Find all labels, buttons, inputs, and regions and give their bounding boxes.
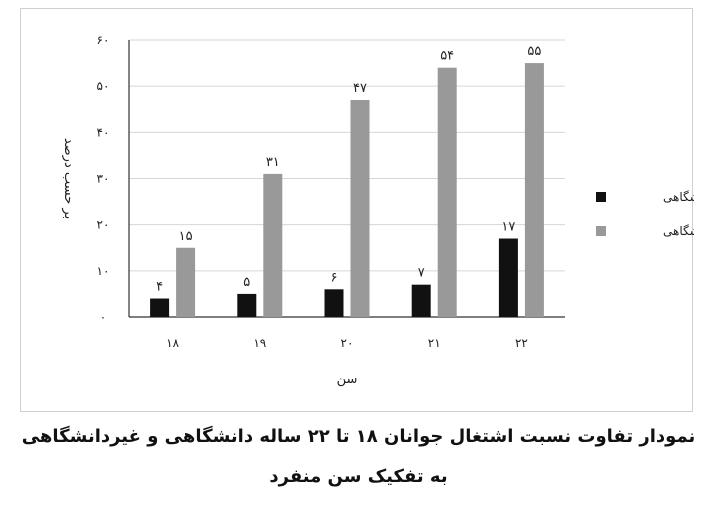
data-label: ۳۱ (266, 155, 280, 170)
x-tick-label: ۲۱ (428, 336, 441, 350)
bar (411, 284, 431, 317)
chart-frame: ۰ ۱۰ ۲۰ ۳۰ ۴۰ ۵۰ ۶۰ ۴ ۱۵ ۱۸ ۵ ۳۱ ۱۹ ۶ ۴۷ ۲۰ ۷ ۵۴ ۲۱ ۱۷ ۵۵ ۲۲ س… (20, 8, 694, 412)
bar (437, 67, 457, 317)
data-label: ۶ (331, 270, 338, 285)
y-tick-label: ۳۰ (97, 172, 110, 186)
data-label: ۵ (243, 275, 250, 290)
bar (150, 298, 170, 317)
bar (324, 289, 344, 317)
data-label: ۱۷ (501, 220, 515, 235)
y-tick-label: ۵۰ (97, 79, 110, 93)
y-tick-label: ۴۰ (97, 125, 110, 139)
y-tick-label: ۰ (100, 310, 106, 324)
legend-swatch (596, 226, 606, 236)
data-label: ۴ (156, 280, 163, 295)
data-label: ۱۵ (179, 229, 193, 244)
bar (524, 63, 544, 318)
x-axis-title: سن (337, 372, 358, 387)
x-tick-label: ۲۲ (515, 336, 528, 350)
bar-chart: ۰ ۱۰ ۲۰ ۳۰ ۴۰ ۵۰ ۶۰ ۴ ۱۵ ۱۸ ۵ ۳۱ ۱۹ ۶ ۴۷ ۲۰ ۷ ۵۴ ۲۱ ۱۷ ۵۵ ۲۲ س… (61, 33, 694, 387)
bar (263, 173, 283, 317)
data-label: ۷ (418, 266, 425, 281)
chart-caption-line-1: نمودار تفاوت نسبت اشتغال جوانان ۱۸ تا ۲۲… (21, 426, 696, 447)
legend-label: دانشگاهی (663, 190, 694, 204)
bar (498, 238, 518, 317)
x-tick-label: ۲۰ (341, 336, 354, 350)
bar (237, 293, 257, 317)
bar (350, 100, 370, 318)
data-label: ۴۷ (353, 81, 367, 96)
bar (176, 247, 196, 317)
y-tick-label: ۲۰ (97, 218, 110, 232)
data-label: ۵۴ (440, 49, 454, 64)
x-tick-label: ۱۹ (253, 336, 266, 350)
chart-caption-line-2: به تفکیک سن منفرد (269, 466, 448, 487)
y-tick-label: ۶۰ (97, 33, 110, 47)
y-axis-title: بر حسب درصد (61, 138, 76, 219)
legend-swatch (596, 192, 606, 202)
y-tick-label: ۱۰ (97, 264, 110, 278)
x-tick-label: ۱۸ (166, 336, 179, 350)
data-label: ۵۵ (527, 44, 541, 59)
legend-label: غیردانشگاهی (663, 224, 694, 239)
